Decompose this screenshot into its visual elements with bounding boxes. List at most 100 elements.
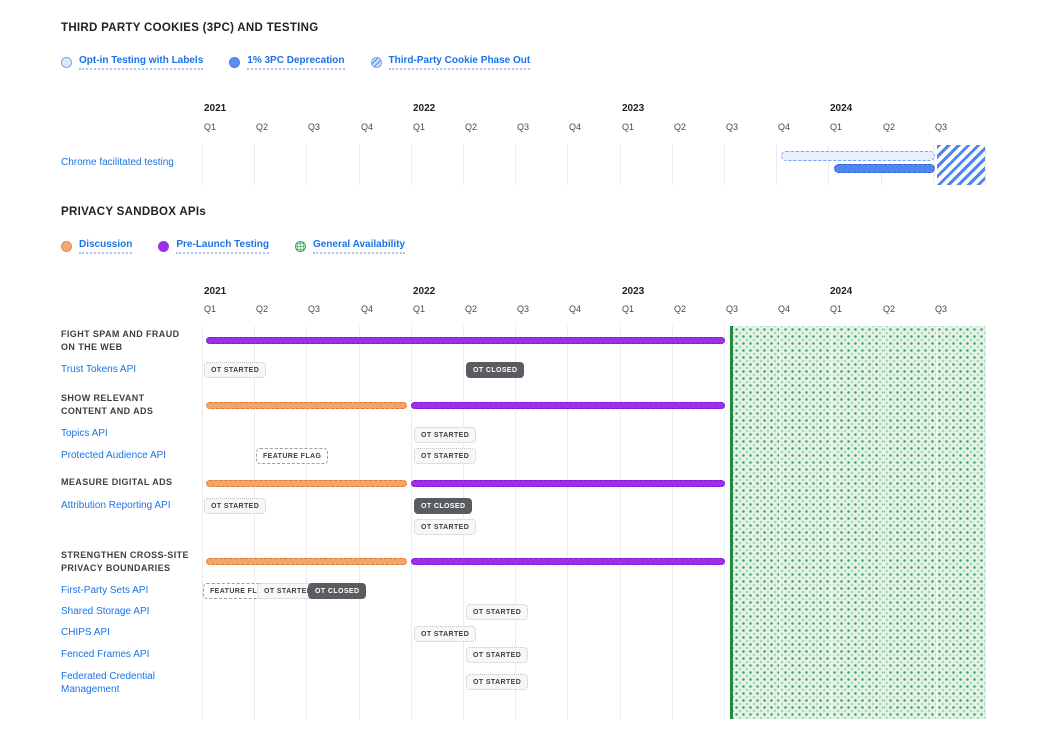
- row-protected-audience-api-link[interactable]: Protected Audience API: [61, 450, 167, 461]
- row-chips-api-link[interactable]: CHIPS API: [61, 627, 110, 638]
- row-topics-api-link[interactable]: Topics API: [61, 428, 108, 439]
- bar-prelaunch-testing: [411, 402, 725, 409]
- group-label-fight-spam: FIGHT SPAM AND FRAUD: [61, 329, 180, 339]
- year-label: 2022: [413, 103, 436, 114]
- quarter-label: Q4: [569, 122, 582, 132]
- quarter-label: Q2: [883, 122, 896, 132]
- bar-prelaunch-testing: [411, 480, 725, 487]
- quarter-label: Q2: [465, 304, 478, 314]
- quarter-label: Q1: [830, 304, 843, 314]
- legend-optin-testing-link[interactable]: Opt-in Testing with Labels: [79, 55, 204, 70]
- year-label: 2023: [622, 286, 645, 297]
- group-label-strengthen-boundaries: STRENGTHEN CROSS-SITE: [61, 550, 189, 560]
- quarter-label: Q1: [413, 122, 426, 132]
- general-availability-swatch-icon: [294, 241, 306, 252]
- bar-prelaunch-testing: [411, 558, 725, 565]
- row-shared-storage-api-link[interactable]: Shared Storage API: [61, 606, 150, 617]
- badge-ot-started: OT STARTED: [414, 448, 477, 464]
- legend-item-phase-out: Third-Party Cookie Phase Out: [370, 55, 531, 70]
- quarter-label: Q3: [935, 304, 948, 314]
- quarter-label: Q2: [256, 304, 269, 314]
- discussion-swatch-icon: [61, 241, 72, 252]
- bar-1pct-3pc-deprecation: [834, 164, 935, 173]
- legend-phase-out-link[interactable]: Third-Party Cookie Phase Out: [388, 55, 531, 70]
- apis-section-title: PRIVACY SANDBOX APIs: [61, 206, 207, 218]
- badge-ot-started: OT STARTED: [414, 626, 477, 642]
- year-label: 2021: [204, 103, 227, 114]
- quarter-label: Q3: [726, 304, 739, 314]
- quarter-label: Q1: [204, 122, 217, 132]
- quarter-label: Q2: [883, 304, 896, 314]
- quarter-label: Q4: [778, 122, 791, 132]
- phase-out-swatch-icon: [370, 57, 382, 68]
- quarter-label: Q1: [622, 122, 635, 132]
- quarter-label: Q2: [465, 122, 478, 132]
- year-label: 2022: [413, 286, 436, 297]
- legend-item-general-availability: General Availability: [294, 239, 406, 254]
- bar-discussion: [206, 558, 407, 565]
- quarter-label: Q4: [778, 304, 791, 314]
- quarter-label: Q1: [622, 304, 635, 314]
- legend-general-availability-link[interactable]: General Availability: [312, 239, 406, 254]
- badge-ot-closed: OT CLOSED: [466, 362, 525, 378]
- badge-ot-started: OT STARTED: [414, 519, 477, 535]
- badge-ot-closed: OT CLOSED: [414, 498, 473, 514]
- quarter-label: Q3: [726, 122, 739, 132]
- bar-discussion: [206, 402, 407, 409]
- cookies-legend: Opt-in Testing with Labels 1% 3PC Deprec…: [61, 55, 531, 70]
- cookies-section-title: THIRD PARTY COOKIES (3PC) AND TESTING: [61, 22, 319, 34]
- badge-ot-started: OT STARTED: [466, 647, 529, 663]
- quarter-label: Q4: [361, 304, 374, 314]
- bar-discussion: [206, 480, 407, 487]
- badge-ot-started: OT STARTED: [466, 674, 529, 690]
- region-cookie-phase-out: [937, 145, 985, 185]
- quarter-label: Q3: [517, 122, 530, 132]
- badge-ot-started: OT STARTED: [204, 362, 267, 378]
- row-attribution-reporting-api-link[interactable]: Attribution Reporting API: [61, 500, 171, 511]
- year-label: 2024: [830, 286, 853, 297]
- bar-prelaunch-testing: [206, 337, 725, 344]
- bar-optin-testing-with-labels: [781, 151, 935, 161]
- group-label-measure-ads: MEASURE DIGITAL ADS: [61, 477, 173, 487]
- year-label: 2023: [622, 103, 645, 114]
- quarter-label: Q2: [674, 304, 687, 314]
- group-label-strengthen-boundaries: PRIVACY BOUNDARIES: [61, 563, 171, 573]
- quarter-label: Q4: [569, 304, 582, 314]
- row-federated-credential-management-link[interactable]: Federated Credential Management: [61, 671, 155, 695]
- region-general-availability: [730, 326, 985, 719]
- legend-item-discussion: Discussion: [61, 239, 133, 254]
- apis-legend: Discussion Pre-Launch Testing General Av…: [61, 239, 406, 254]
- quarter-label: Q3: [935, 122, 948, 132]
- group-label-show-relevant: SHOW RELEVANT: [61, 393, 145, 403]
- legend-item-3pc-deprecation: 1% 3PC Deprecation: [229, 55, 345, 70]
- quarter-label: Q4: [361, 122, 374, 132]
- badge-ot-closed: OT CLOSED: [308, 583, 367, 599]
- row-chrome-facilitated-testing-link[interactable]: Chrome facilitated testing: [61, 157, 174, 168]
- badge-ot-started: OT STARTED: [204, 498, 267, 514]
- row-fenced-frames-api-link[interactable]: Fenced Frames API: [61, 649, 150, 660]
- quarter-label: Q1: [830, 122, 843, 132]
- deprecation-swatch-icon: [229, 57, 241, 68]
- prelaunch-testing-swatch-icon: [158, 241, 170, 252]
- group-label-show-relevant: CONTENT AND ADS: [61, 406, 154, 416]
- quarter-label: Q1: [204, 304, 217, 314]
- legend-item-optin-testing: Opt-in Testing with Labels: [61, 55, 204, 70]
- badge-ot-started: OT STARTED: [414, 427, 477, 443]
- row-first-party-sets-api-link[interactable]: First-Party Sets API: [61, 585, 149, 596]
- badge-feature-flag: FEATURE FLAG: [256, 448, 329, 464]
- quarter-label: Q3: [517, 304, 530, 314]
- year-label: 2021: [204, 286, 227, 297]
- quarter-label: Q3: [308, 122, 321, 132]
- badge-ot-started: OT STARTED: [466, 604, 529, 620]
- legend-item-prelaunch-testing: Pre-Launch Testing: [158, 239, 269, 254]
- legend-prelaunch-testing-link[interactable]: Pre-Launch Testing: [176, 239, 269, 254]
- group-label-fight-spam: ON THE WEB: [61, 342, 123, 352]
- legend-3pc-deprecation-link[interactable]: 1% 3PC Deprecation: [247, 55, 345, 70]
- quarter-label: Q1: [413, 304, 426, 314]
- quarter-label: Q2: [674, 122, 687, 132]
- optin-testing-swatch-icon: [61, 57, 72, 68]
- legend-discussion-link[interactable]: Discussion: [79, 239, 133, 254]
- year-label: 2024: [830, 103, 853, 114]
- row-trust-tokens-api-link[interactable]: Trust Tokens API: [61, 364, 137, 375]
